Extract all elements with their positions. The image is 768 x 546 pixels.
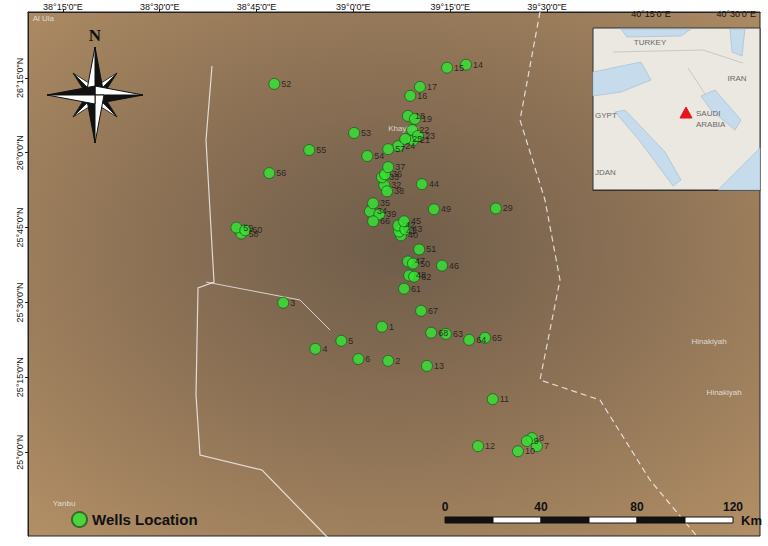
svg-text:19: 19 xyxy=(422,114,432,124)
svg-text:GYPT: GYPT xyxy=(595,111,617,120)
svg-text:61: 61 xyxy=(411,284,421,294)
svg-text:Yanbu: Yanbu xyxy=(53,499,76,508)
svg-text:53: 53 xyxy=(361,128,371,138)
svg-text:N: N xyxy=(89,26,102,45)
svg-text:ARABIA: ARABIA xyxy=(696,120,726,129)
svg-text:38°30'0"E: 38°30'0"E xyxy=(140,2,180,12)
svg-text:13: 13 xyxy=(434,361,444,371)
svg-text:39°0'0"E: 39°0'0"E xyxy=(336,2,371,12)
svg-text:15: 15 xyxy=(454,63,464,73)
svg-text:JDAN: JDAN xyxy=(595,168,616,177)
svg-text:44: 44 xyxy=(429,179,439,189)
svg-text:17: 17 xyxy=(427,82,437,92)
svg-text:16: 16 xyxy=(417,91,427,101)
svg-text:Al Ula: Al Ula xyxy=(33,14,55,23)
svg-text:11: 11 xyxy=(500,394,509,404)
svg-text:52: 52 xyxy=(281,79,291,89)
svg-text:39°30'0"E: 39°30'0"E xyxy=(527,2,567,12)
svg-text:43: 43 xyxy=(412,224,423,235)
svg-text:1: 1 xyxy=(389,322,394,332)
svg-text:29: 29 xyxy=(503,203,513,213)
svg-text:45: 45 xyxy=(411,216,421,226)
svg-text:68: 68 xyxy=(438,328,448,338)
svg-text:36: 36 xyxy=(392,169,403,180)
svg-text:12: 12 xyxy=(485,441,495,451)
svg-text:3: 3 xyxy=(290,298,295,308)
svg-text:40°30'0"E: 40°30'0"E xyxy=(716,9,756,19)
svg-text:63: 63 xyxy=(453,329,463,339)
svg-text:14: 14 xyxy=(473,60,483,70)
svg-text:65: 65 xyxy=(492,333,502,343)
svg-text:6: 6 xyxy=(365,354,370,364)
svg-text:4: 4 xyxy=(322,344,327,354)
svg-text:37: 37 xyxy=(395,162,405,172)
svg-text:64: 64 xyxy=(476,335,486,345)
svg-text:66: 66 xyxy=(380,216,390,226)
svg-text:25°30'0"N: 25°30'0"N xyxy=(15,282,25,322)
svg-text:60: 60 xyxy=(252,225,262,235)
svg-text:25°45'0"N: 25°45'0"N xyxy=(15,208,25,248)
svg-text:TURKEY: TURKEY xyxy=(634,38,667,47)
svg-text:46: 46 xyxy=(449,261,459,271)
svg-text:62: 62 xyxy=(421,272,431,282)
svg-text:38: 38 xyxy=(394,186,404,196)
svg-text:0: 0 xyxy=(442,500,449,514)
svg-text:56: 56 xyxy=(276,168,286,178)
svg-text:57: 57 xyxy=(395,144,405,154)
svg-text:Km: Km xyxy=(741,513,762,528)
svg-text:49: 49 xyxy=(441,204,451,214)
svg-text:26°15'0"N: 26°15'0"N xyxy=(15,58,25,98)
svg-text:18: 18 xyxy=(414,110,425,121)
svg-text:80: 80 xyxy=(630,500,644,514)
svg-text:54: 54 xyxy=(374,151,384,161)
svg-text:24: 24 xyxy=(405,141,416,152)
svg-text:SAUDI: SAUDI xyxy=(696,109,723,118)
svg-text:38°15'0"E: 38°15'0"E xyxy=(43,2,83,12)
svg-text:2: 2 xyxy=(395,356,400,366)
svg-text:59: 59 xyxy=(243,222,254,233)
svg-text:25: 25 xyxy=(412,134,422,144)
svg-text:Wells Location: Wells Location xyxy=(92,511,198,528)
svg-text:50: 50 xyxy=(420,259,430,269)
svg-text:40: 40 xyxy=(534,500,548,514)
svg-text:67: 67 xyxy=(428,306,438,316)
svg-text:22: 22 xyxy=(419,125,430,135)
svg-text:39: 39 xyxy=(386,209,397,220)
svg-text:25°0'0"N: 25°0'0"N xyxy=(15,435,25,470)
svg-text:120: 120 xyxy=(723,500,743,514)
svg-text:35: 35 xyxy=(380,198,390,208)
svg-text:Hinakiyah: Hinakiyah xyxy=(707,388,742,397)
svg-text:IRAN: IRAN xyxy=(727,74,746,83)
svg-text:Khaybar: Khaybar xyxy=(388,123,419,133)
svg-text:10: 10 xyxy=(525,446,535,456)
svg-text:51: 51 xyxy=(426,244,436,254)
svg-text:23: 23 xyxy=(425,131,435,141)
svg-text:25°15'0"N: 25°15'0"N xyxy=(15,357,25,397)
svg-text:38°45'0"E: 38°45'0"E xyxy=(237,2,277,12)
svg-text:26°0'0"N: 26°0'0"N xyxy=(15,135,25,170)
svg-text:39°15'0"E: 39°15'0"E xyxy=(430,2,470,12)
svg-text:55: 55 xyxy=(316,145,326,155)
svg-text:7: 7 xyxy=(544,441,549,451)
svg-text:8: 8 xyxy=(539,433,544,443)
svg-text:9: 9 xyxy=(534,436,539,446)
svg-text:Hinakiyah: Hinakiyah xyxy=(692,337,727,346)
svg-text:40°15'0"E: 40°15'0"E xyxy=(631,9,671,19)
svg-text:5: 5 xyxy=(348,336,353,346)
